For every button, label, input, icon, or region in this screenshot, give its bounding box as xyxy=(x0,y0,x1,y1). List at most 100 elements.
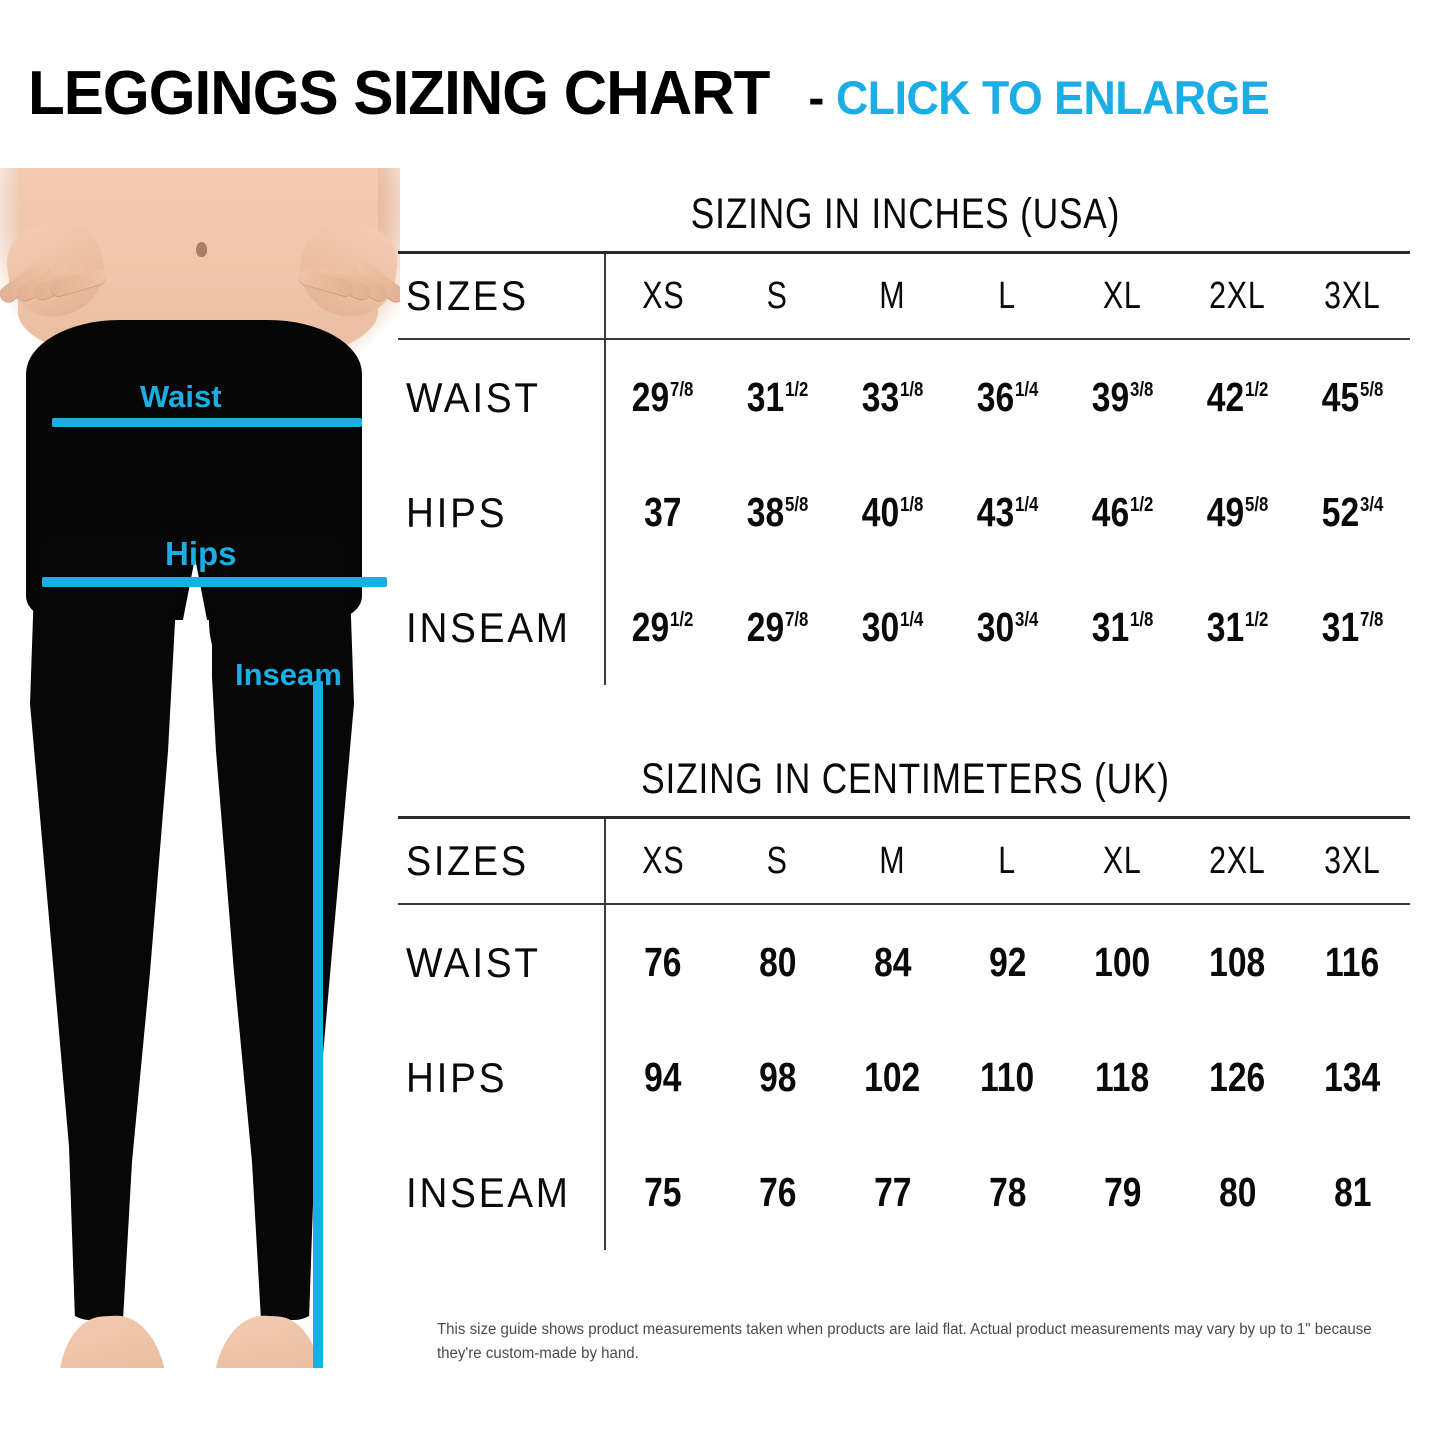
cm-table-body: SIZES XS S M L XL 2XL 3XL xyxy=(398,819,1410,903)
fraction-superscript: 1/2 xyxy=(1244,608,1269,632)
cell: 94 xyxy=(605,1020,720,1135)
cell: 116 xyxy=(1295,905,1410,1020)
cell: 102 xyxy=(835,1020,950,1135)
measure-value: 134 xyxy=(1324,1054,1381,1100)
cell: 110 xyxy=(950,1020,1065,1135)
measure-value: 75 xyxy=(644,1169,682,1215)
click-to-enlarge-label[interactable]: CLICK TO ENLARGE xyxy=(836,71,1270,124)
inseam-measurement-line xyxy=(313,681,323,1368)
hips-annotation-label: Hips xyxy=(165,535,237,572)
row-label-cell: HIPS xyxy=(398,1020,606,1135)
inches-header-rule xyxy=(398,338,1410,340)
fraction-superscript: 5/8 xyxy=(1359,378,1384,402)
measure-value: 401/8 xyxy=(861,489,924,535)
col-header-text: L xyxy=(998,839,1017,882)
fraction-superscript: 3/4 xyxy=(1014,608,1039,632)
cell: 98 xyxy=(720,1020,835,1135)
page-title-main: LEGGINGS SIZING CHART xyxy=(28,59,770,128)
cell: 303/4 xyxy=(950,570,1065,685)
hips-measurement-line xyxy=(42,577,387,587)
fraction-superscript: 1/2 xyxy=(784,378,809,402)
col-header-text: XL xyxy=(1103,839,1142,882)
col-header-text: 3XL xyxy=(1324,274,1381,317)
cell: 301/4 xyxy=(835,570,950,685)
cm-sizes-label: SIZES xyxy=(406,837,529,884)
cell: 84 xyxy=(835,905,950,1020)
col-header-text: M xyxy=(879,839,906,882)
fraction-superscript: 1/2 xyxy=(670,608,694,632)
col-header-text: L xyxy=(998,274,1017,317)
leggings-left-leg xyxy=(30,530,180,1320)
inches-col-header-s: S xyxy=(720,254,835,338)
cell: 495/8 xyxy=(1180,455,1295,570)
measure-value: 80 xyxy=(758,939,797,985)
cell: 81 xyxy=(1295,1135,1410,1250)
cell: 118 xyxy=(1065,1020,1180,1135)
col-header-text: XS xyxy=(641,839,685,882)
measure-value: 455/8 xyxy=(1321,374,1384,420)
measure-value: 110 xyxy=(980,1054,1035,1100)
cell: 317/8 xyxy=(1295,570,1410,685)
cell: 461/2 xyxy=(1065,455,1180,570)
cell: 37 xyxy=(605,455,720,570)
cell: 421/2 xyxy=(1180,340,1295,455)
inches-col-header-m: M xyxy=(835,254,950,338)
measure-value: 431/4 xyxy=(976,489,1039,535)
row-label: INSEAM xyxy=(406,1168,571,1216)
cell: 331/8 xyxy=(835,340,950,455)
fraction-superscript: 1/2 xyxy=(1129,493,1154,517)
cm-data-table: WAIST 76 80 84 92 100 108 116 HIPS 94 98 xyxy=(398,905,1410,1250)
fraction-superscript: 3/8 xyxy=(1129,378,1154,402)
table-row: HIPS 37 385/8 401/8 431/4 461/2 495/8 52… xyxy=(398,455,1410,570)
cell: 311/8 xyxy=(1065,570,1180,685)
inches-top-rule xyxy=(398,251,1410,254)
cm-top-rule xyxy=(398,816,1410,819)
cell: 385/8 xyxy=(720,455,835,570)
fraction-superscript: 1/4 xyxy=(899,608,924,632)
measure-value: 37 xyxy=(644,489,682,535)
measure-value: 77 xyxy=(873,1169,912,1215)
cm-col-header-2xl: 2XL xyxy=(1180,819,1295,903)
fraction-superscript: 5/8 xyxy=(1244,493,1269,517)
cell: 523/4 xyxy=(1295,455,1410,570)
fraction-superscript: 1/4 xyxy=(1014,378,1039,402)
cell: 100 xyxy=(1065,905,1180,1020)
black-leggings xyxy=(10,320,378,1320)
measure-value: 297/8 xyxy=(632,374,694,420)
cell: 311/2 xyxy=(720,340,835,455)
measure-value: 303/4 xyxy=(976,604,1039,650)
inches-data-body: WAIST 297/8 311/2 331/8 361/4 393/8 421/… xyxy=(398,340,1410,685)
col-header-text: S xyxy=(766,274,789,317)
inches-data-table: WAIST 297/8 311/2 331/8 361/4 393/8 421/… xyxy=(398,340,1410,685)
col-header-text: M xyxy=(879,274,906,317)
centimeters-section: SIZING IN CENTIMETERS (UK) SIZES XS S M … xyxy=(398,755,1413,1250)
waist-measurement-line xyxy=(52,418,362,427)
cell: 79 xyxy=(1065,1135,1180,1250)
table-row: WAIST 76 80 84 92 100 108 116 xyxy=(398,905,1410,1020)
measure-value: 291/2 xyxy=(632,604,694,650)
fraction-superscript: 1/8 xyxy=(1129,608,1154,632)
measure-value: 116 xyxy=(1325,939,1380,985)
measure-value: 84 xyxy=(873,939,912,985)
fraction-superscript: 5/8 xyxy=(784,493,809,517)
col-header-text: 3XL xyxy=(1324,839,1381,882)
measure-value: 393/8 xyxy=(1091,374,1154,420)
measure-value: 331/8 xyxy=(861,374,924,420)
measure-value: 311/8 xyxy=(1091,604,1154,650)
measure-value: 102 xyxy=(864,1054,921,1100)
cm-sizes-label-cell: SIZES xyxy=(398,819,606,903)
inches-table-body: SIZES XS S M L XL 2XL 3XL xyxy=(398,254,1410,338)
measure-value: 311/2 xyxy=(746,374,809,420)
measure-value: 361/4 xyxy=(976,374,1039,420)
waist-annotation-label: Waist xyxy=(140,379,222,414)
cell: 76 xyxy=(720,1135,835,1250)
size-guide-footnote: This size guide shows product measuremen… xyxy=(437,1321,1372,1363)
fraction-superscript: 1/4 xyxy=(1014,493,1039,517)
cell: 78 xyxy=(950,1135,1065,1250)
row-label: HIPS xyxy=(406,488,508,536)
measure-value: 81 xyxy=(1333,1169,1372,1215)
cell: 361/4 xyxy=(950,340,1065,455)
row-label: HIPS xyxy=(406,1053,508,1101)
fraction-superscript: 7/8 xyxy=(670,378,694,402)
